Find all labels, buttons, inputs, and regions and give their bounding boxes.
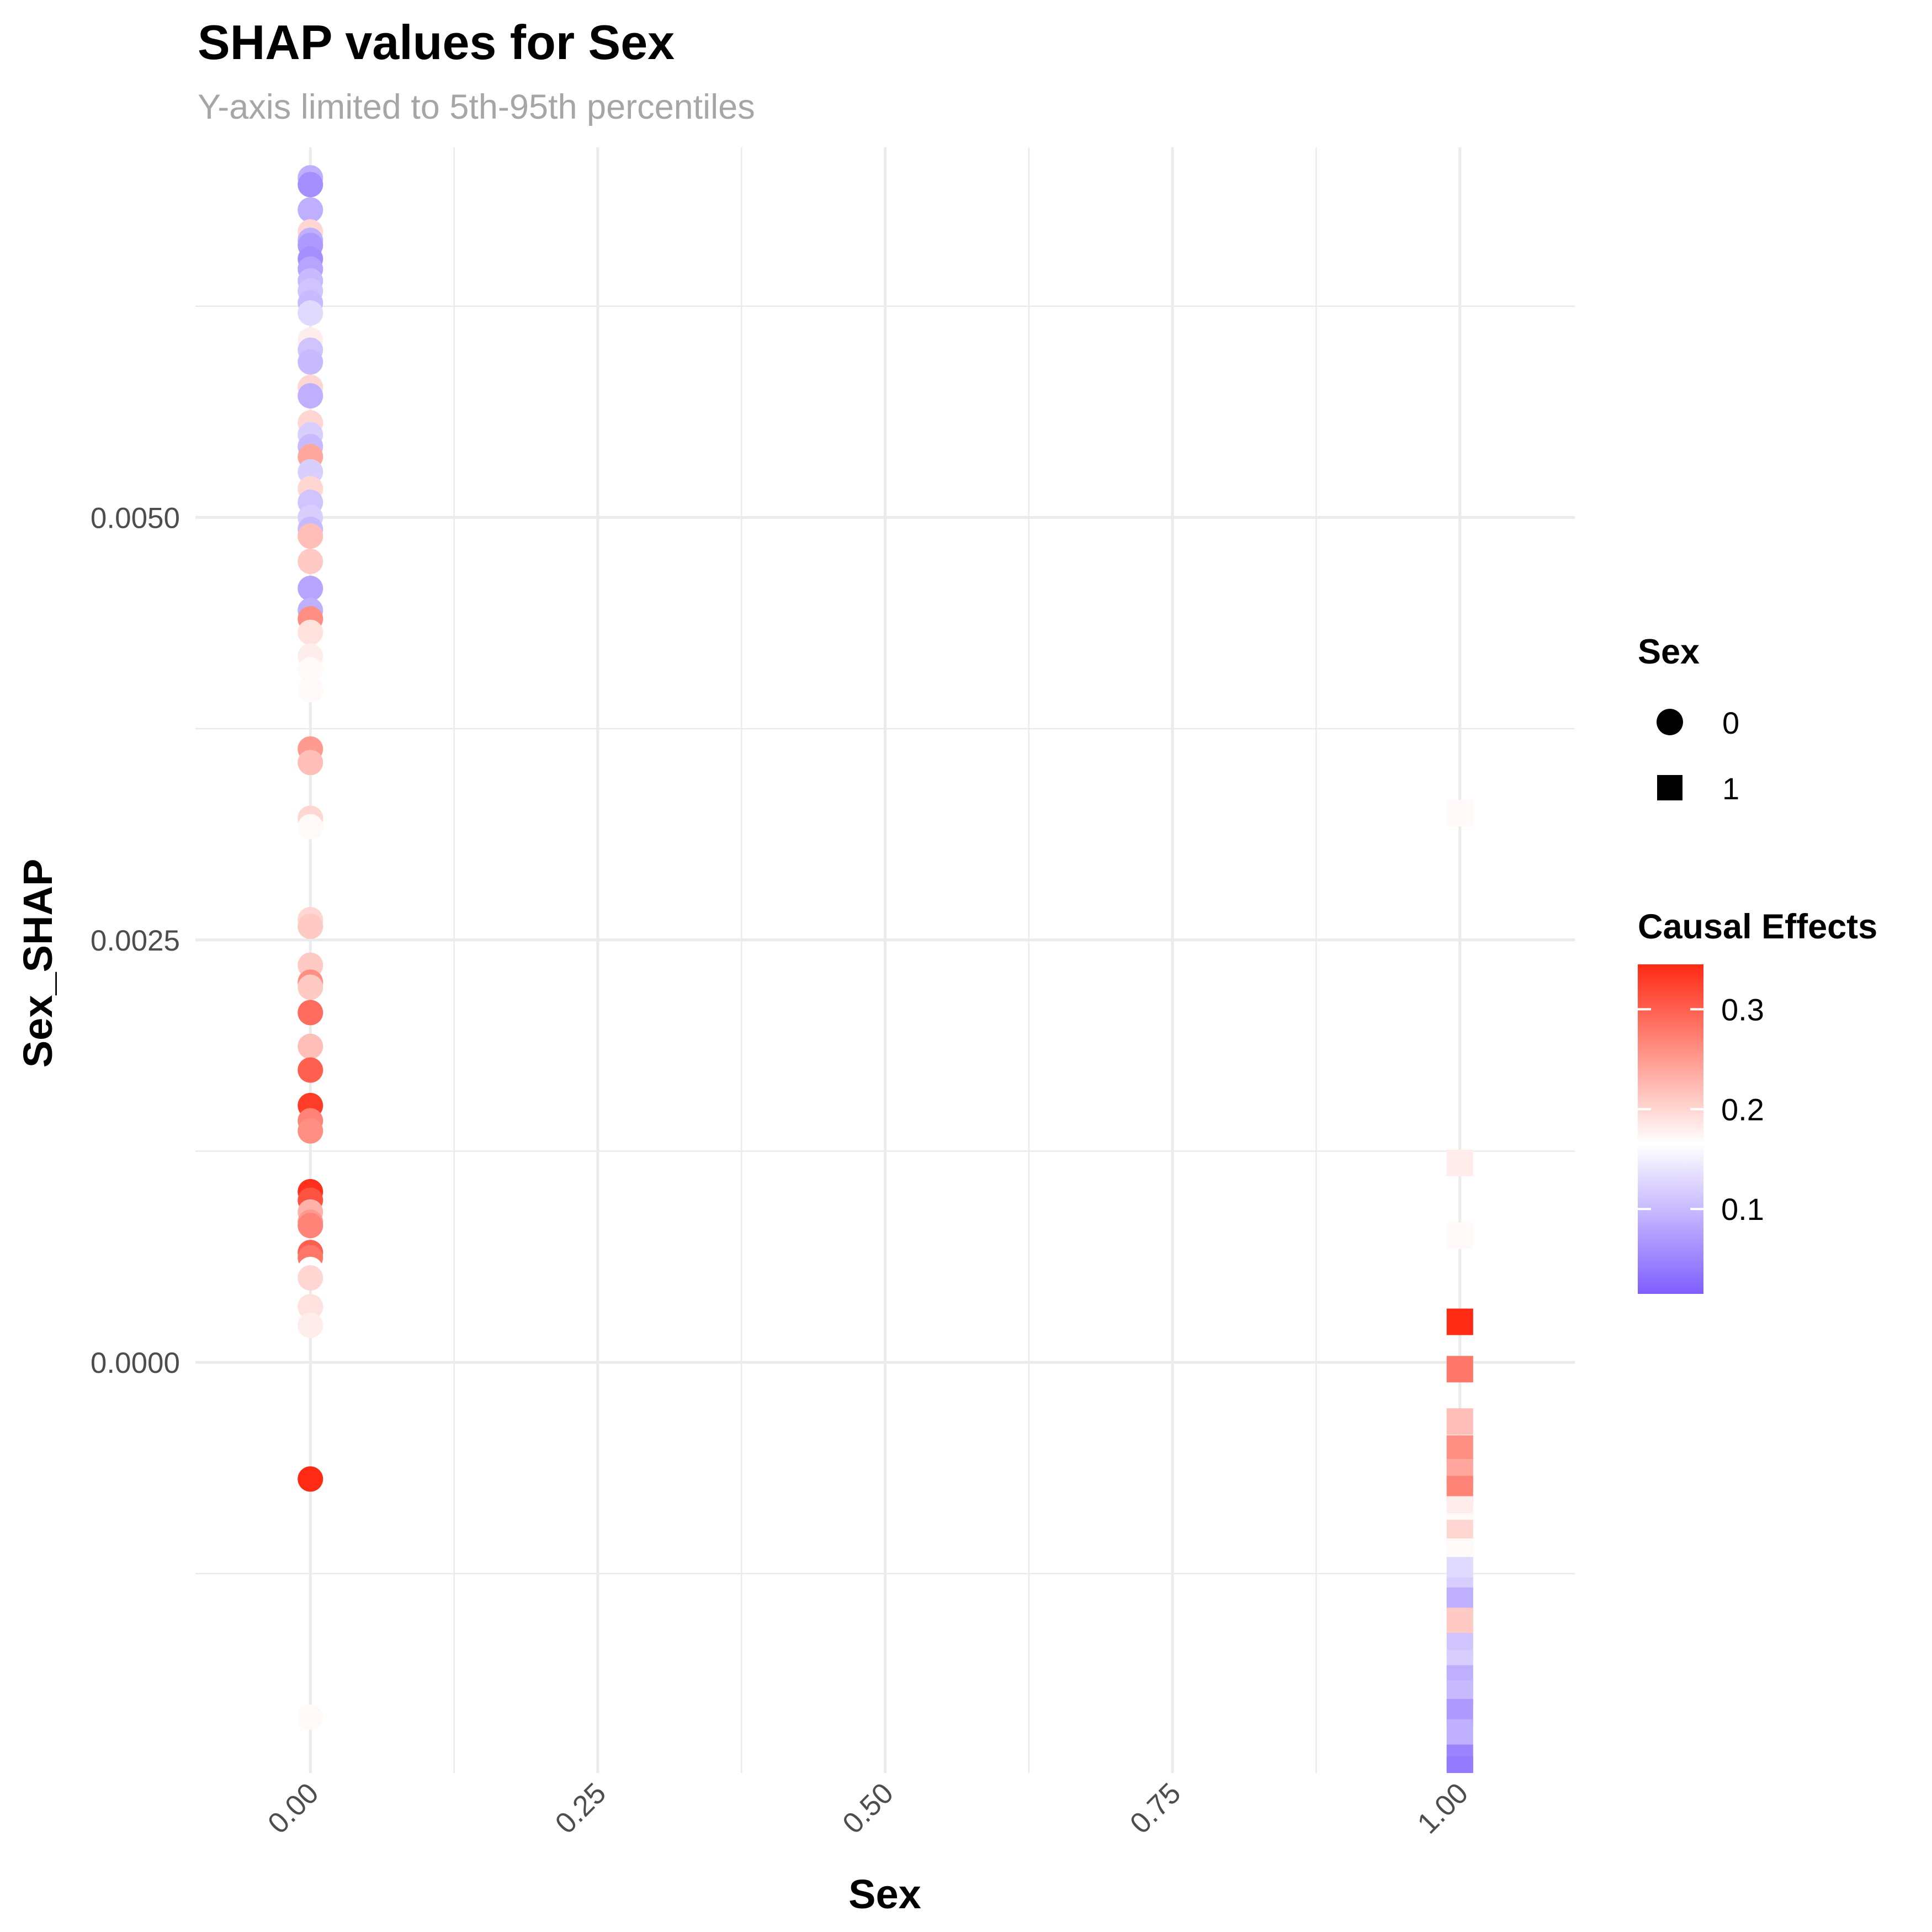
- point-sex-0: [298, 677, 323, 703]
- point-sex-0: [298, 619, 323, 645]
- point-sex-1: [1446, 1149, 1473, 1176]
- x-tick-label: 0.50: [836, 1777, 900, 1840]
- point-sex-0: [298, 974, 323, 1000]
- y-tick-label: 0.0000: [91, 1347, 180, 1379]
- x-axis-title: Sex: [848, 1871, 921, 1917]
- point-sex-0: [298, 1033, 323, 1059]
- point-sex-0: [298, 1118, 323, 1144]
- shape-legend-label-1: 1: [1722, 771, 1739, 806]
- point-sex-1: [1447, 1836, 1473, 1862]
- color-legend: Causal Effects 0.1 0.2 0.3: [1638, 907, 1877, 1294]
- x-tick-label: 0.00: [262, 1777, 325, 1840]
- colorbar-tick-label: 0.3: [1721, 992, 1764, 1027]
- data-points: [298, 165, 1473, 1909]
- point-sex-1: [1446, 1408, 1473, 1435]
- point-sex-0: [298, 1213, 323, 1239]
- x-tick-labels: 0.00 0.25 0.50 0.75 1.00: [262, 1777, 1474, 1840]
- grid-lines: [195, 147, 1575, 1773]
- point-sex-0: [298, 914, 323, 940]
- color-legend-title: Causal Effects: [1638, 907, 1877, 946]
- point-sex-1: [1446, 1308, 1473, 1335]
- point-sex-1: [1446, 1756, 1473, 1773]
- point-sex-0: [298, 1057, 323, 1083]
- point-sex-0: [298, 172, 323, 198]
- point-sex-0: [298, 1265, 323, 1291]
- legend-circle-marker: [1657, 709, 1683, 735]
- legend-square-marker: [1657, 775, 1682, 800]
- point-sex-1: [1446, 1435, 1473, 1462]
- point-sex-0: [298, 1000, 323, 1026]
- point-sex-0: [298, 576, 323, 602]
- y-tick-labels: 0.0000 0.0025 0.0050: [91, 502, 180, 1379]
- point-sex-0: [298, 814, 323, 840]
- point-sex-0: [298, 1704, 323, 1730]
- y-tick-label: 0.0050: [91, 502, 180, 534]
- y-tick-label: 0.0025: [91, 925, 180, 957]
- point-sex-1: [1446, 1607, 1473, 1634]
- point-sex-1: [1446, 800, 1473, 827]
- point-sex-1: [1446, 1222, 1473, 1249]
- point-sex-0: [298, 1294, 323, 1320]
- point-sex-0: [298, 300, 323, 326]
- point-sex-0: [298, 523, 323, 549]
- point-sex-1: [1446, 1356, 1473, 1383]
- chart-title: SHAP values for Sex: [198, 15, 675, 70]
- point-sex-0: [298, 656, 323, 682]
- point-sex-1: [1446, 1719, 1473, 1746]
- x-tick-label: 0.75: [1124, 1777, 1187, 1840]
- point-sex-1: [1447, 1868, 1473, 1894]
- colorbar-tick-label: 0.1: [1721, 1192, 1764, 1227]
- y-axis-title: Sex_SHAP: [15, 859, 61, 1068]
- colorbar-tick-label: 0.2: [1721, 1092, 1764, 1127]
- shape-legend-title: Sex: [1638, 633, 1700, 671]
- point-sex-0: [298, 383, 323, 409]
- chart-subtitle: Y-axis limited to 5th-95th percentiles: [198, 88, 755, 126]
- point-sex-0: [298, 1466, 323, 1492]
- shape-legend: Sex 0 1: [1638, 633, 1739, 806]
- color-bar: [1638, 964, 1703, 1294]
- x-tick-label: 1.00: [1411, 1777, 1475, 1840]
- point-sex-0: [298, 750, 323, 776]
- point-sex-0: [298, 197, 323, 223]
- point-sex-1: [1447, 1853, 1473, 1879]
- point-sex-0: [298, 549, 323, 575]
- shape-legend-label-0: 0: [1722, 705, 1739, 740]
- point-sex-0: [298, 1312, 323, 1338]
- point-sex-0: [298, 349, 323, 375]
- point-sex-1: [1447, 1883, 1473, 1909]
- x-tick-label: 0.25: [549, 1777, 613, 1840]
